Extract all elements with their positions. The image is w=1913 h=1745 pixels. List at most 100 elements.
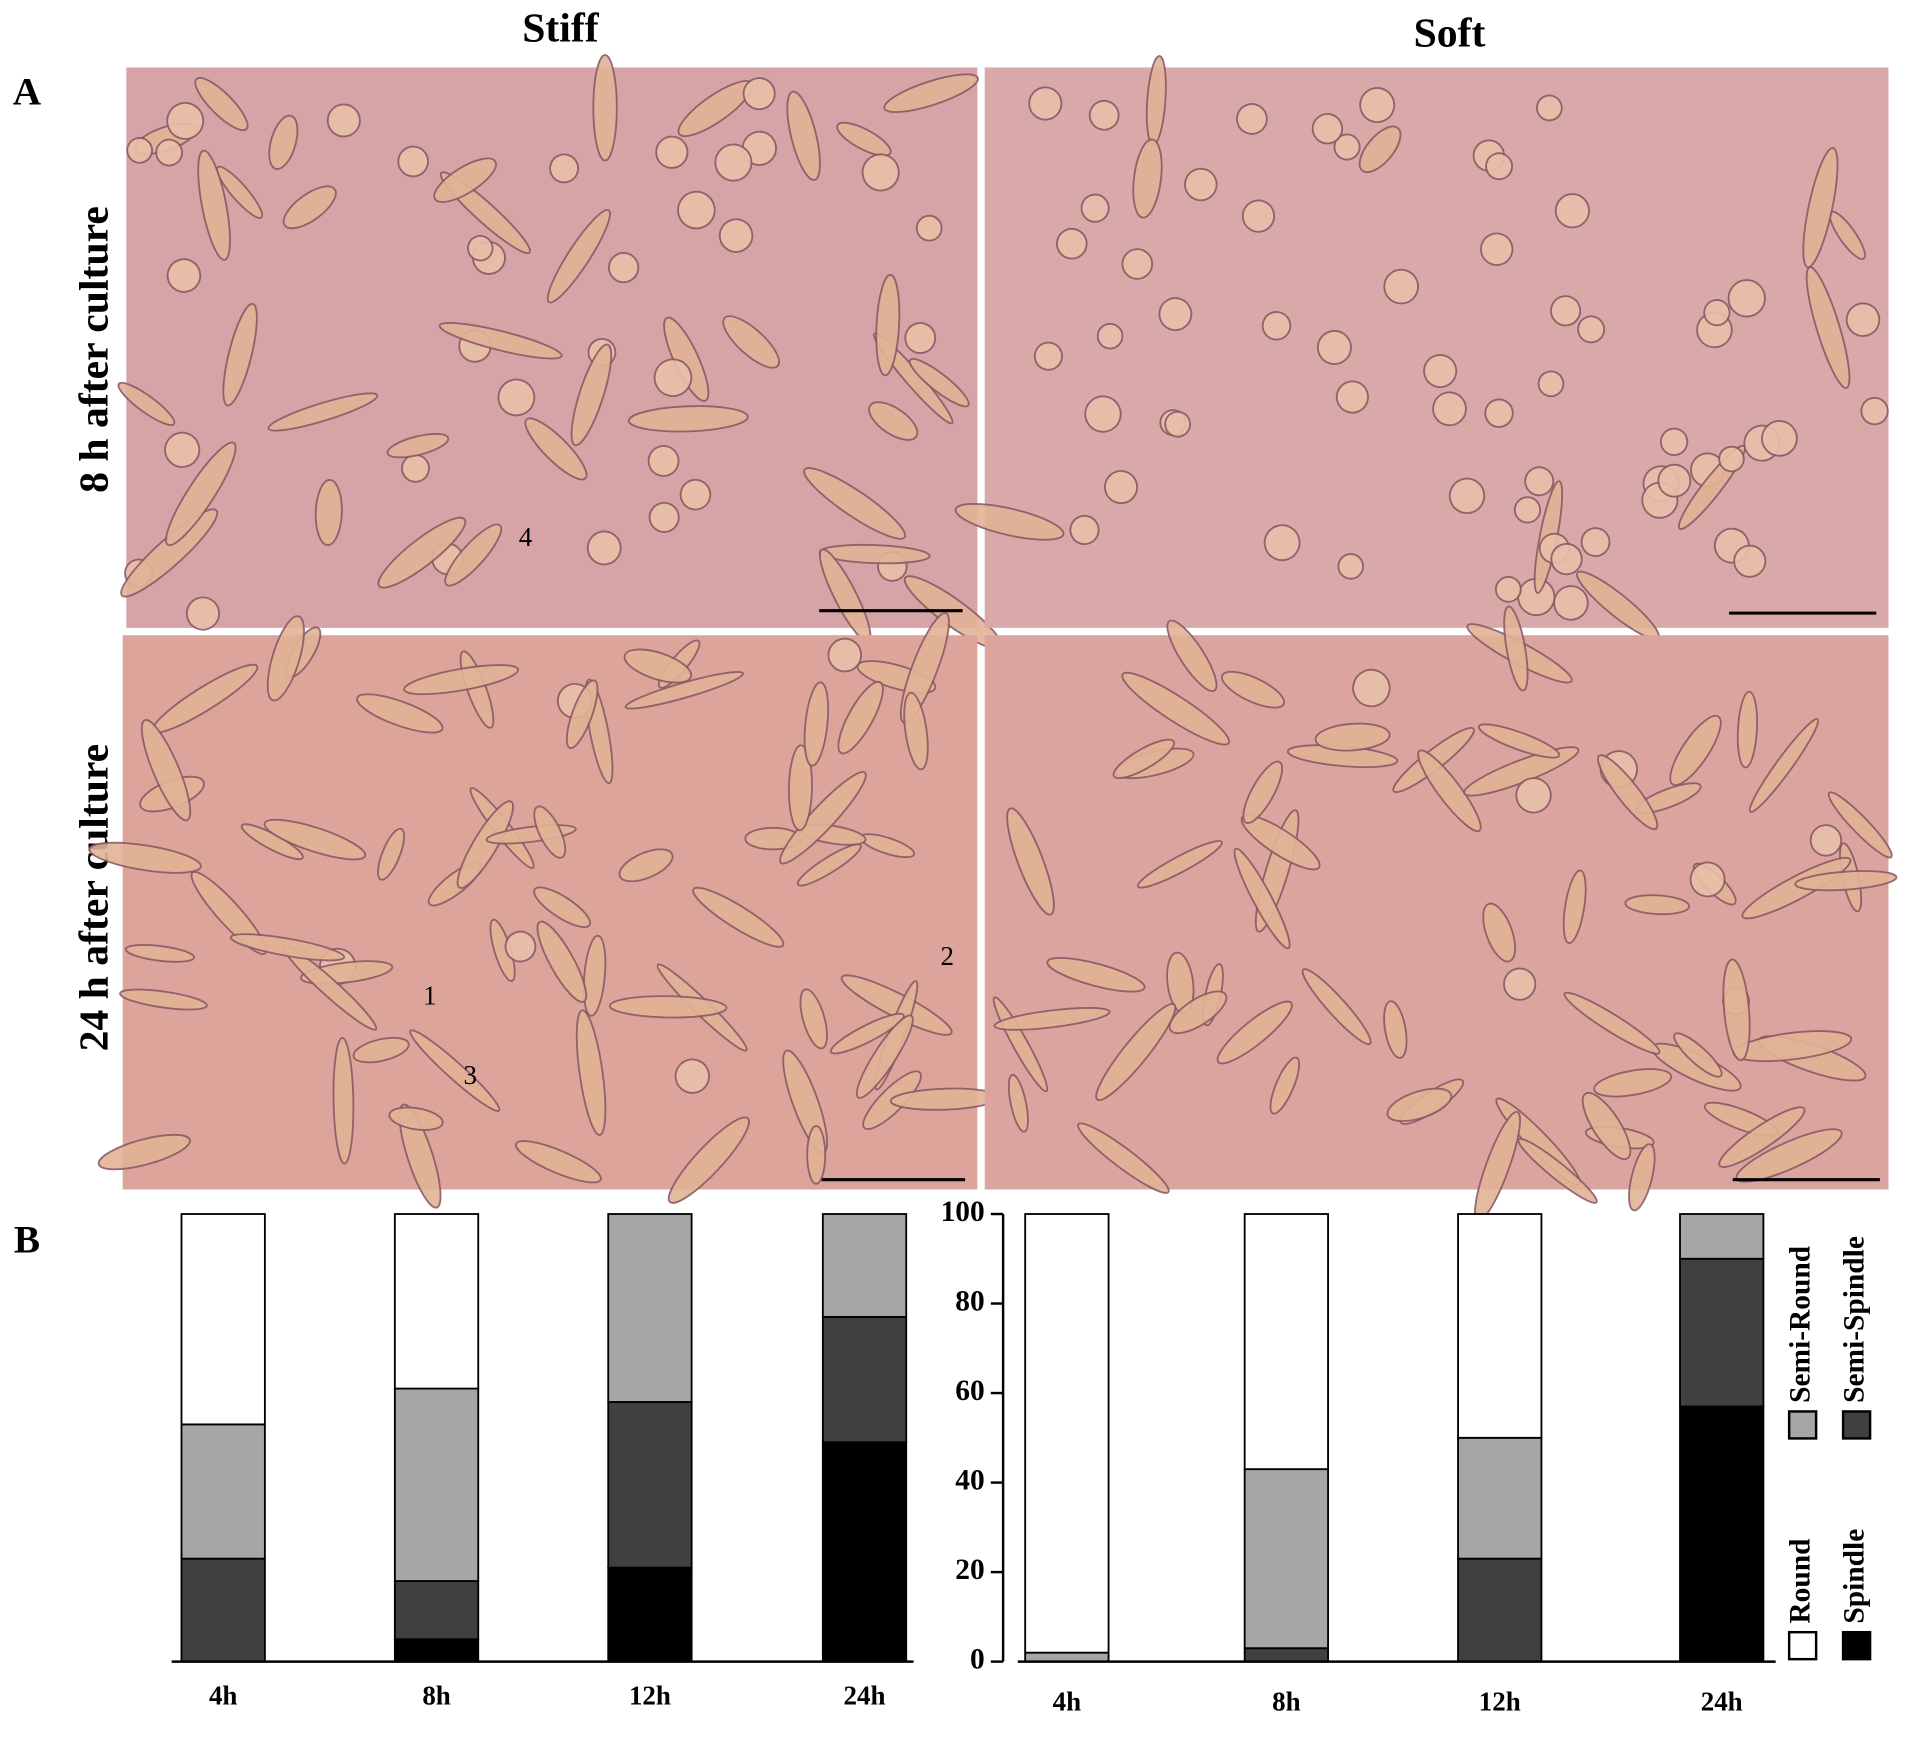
cell (1673, 1032, 1723, 1078)
cell (467, 234, 494, 262)
legend-label: Semi-Round (1784, 1245, 1816, 1403)
cell (1383, 1000, 1408, 1059)
cell (1722, 958, 1751, 1062)
cell (1136, 840, 1223, 889)
legend-swatch (1841, 1410, 1872, 1440)
cell (166, 258, 202, 293)
cell (1802, 147, 1839, 269)
cell (1069, 514, 1100, 546)
cell (1535, 94, 1563, 122)
bar-segment (393, 1387, 480, 1582)
bar-segment (1457, 1213, 1543, 1439)
cell (575, 1009, 607, 1136)
cell (1269, 1056, 1301, 1115)
cell (861, 153, 900, 192)
bar-segment (393, 1580, 480, 1641)
bar-segment (180, 1423, 266, 1560)
cell (592, 54, 618, 162)
cell (1241, 199, 1276, 233)
cell (1503, 605, 1529, 692)
cell (165, 441, 237, 547)
legend-swatch (1841, 1630, 1872, 1661)
cell (1689, 861, 1726, 898)
cell (692, 886, 785, 948)
cell (398, 1103, 442, 1209)
cell (1233, 847, 1291, 950)
cell (1236, 103, 1268, 135)
cell (536, 920, 588, 1003)
cell (409, 1029, 501, 1112)
cell (806, 1125, 827, 1185)
cell (786, 90, 821, 181)
cell (903, 691, 929, 771)
cell (1517, 1137, 1598, 1204)
cell (386, 432, 450, 459)
cell (915, 214, 943, 242)
bar-segment (180, 1557, 266, 1663)
cell (1659, 427, 1689, 456)
cell (1112, 738, 1176, 780)
cell (377, 516, 467, 589)
cell (1316, 329, 1352, 365)
cell (1554, 193, 1590, 229)
cell (1333, 133, 1361, 161)
column-title: Soft (1414, 10, 1486, 56)
cell (533, 886, 592, 929)
cell (667, 1116, 750, 1204)
cell (653, 358, 693, 397)
cell (164, 431, 201, 468)
cell (533, 805, 567, 859)
column-title: Stiff (522, 5, 600, 51)
cell (1046, 956, 1146, 993)
cell (1311, 113, 1344, 145)
cell (166, 101, 205, 140)
cell (1761, 420, 1798, 457)
cell (618, 848, 674, 883)
cell (674, 1058, 710, 1094)
bar-segment (607, 1566, 693, 1663)
image-annotation: 3 (464, 1060, 477, 1090)
bar-segment (1457, 1557, 1543, 1663)
cell (1597, 754, 1659, 831)
cell (388, 1106, 444, 1131)
cell (1503, 967, 1537, 1001)
cell (1358, 125, 1402, 174)
cell (194, 77, 249, 132)
cell (1006, 807, 1055, 916)
cell (788, 744, 813, 832)
cell (1845, 302, 1881, 337)
cell (1261, 311, 1292, 341)
cell (397, 145, 429, 178)
cell (803, 681, 830, 767)
bar-segment (821, 1441, 908, 1663)
legend-label: Spindle (1838, 1529, 1870, 1624)
cell (97, 1133, 191, 1171)
cell (1166, 619, 1218, 692)
cell (1352, 668, 1391, 708)
cell (1513, 496, 1542, 524)
cell (993, 1006, 1111, 1031)
bar-segment (180, 1213, 266, 1426)
cell (1335, 380, 1369, 414)
cell (126, 137, 153, 164)
cell (655, 135, 689, 169)
cell (1096, 322, 1124, 350)
x-tick-label: 8h (1272, 1687, 1300, 1717)
cell (117, 381, 176, 426)
cell (1168, 990, 1228, 1035)
cell (799, 988, 828, 1050)
cell (1718, 1106, 1806, 1168)
cell (837, 680, 884, 755)
cell (1494, 576, 1522, 603)
cell (1383, 268, 1419, 305)
cell (1736, 690, 1759, 769)
cell (119, 988, 208, 1011)
cell (1733, 544, 1767, 578)
cell (908, 358, 970, 408)
cell (1301, 968, 1372, 1046)
cell (803, 467, 907, 540)
panel-label: A (13, 71, 42, 114)
cell (1581, 1091, 1632, 1161)
cell (714, 143, 753, 182)
